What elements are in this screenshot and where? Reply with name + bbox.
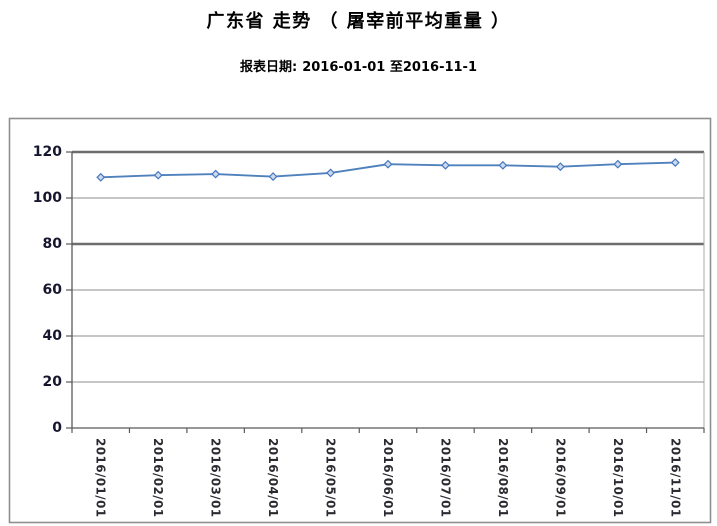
y-axis-tick-label: 100: [33, 190, 62, 206]
chart-title: 广东省 走势 （ 屠宰前平均重量 ）: [206, 11, 511, 32]
data-point-marker: [613, 159, 623, 169]
data-point-marker: [383, 159, 393, 169]
data-point-marker: [555, 162, 565, 172]
x-axis-label: 2016/06/01: [381, 438, 395, 518]
data-point-marker: [498, 160, 508, 170]
data-point-marker: [326, 168, 335, 178]
x-axis-label: 2016/08/01: [496, 438, 510, 518]
data-point-marker: [153, 170, 163, 180]
x-axis-label: 2016/05/01: [324, 438, 338, 518]
y-axis-tick-label: 0: [52, 420, 62, 436]
x-axis-label: 2016/10/01: [611, 438, 625, 518]
data-point-marker: [268, 172, 278, 182]
x-axis-label: 2016/07/01: [438, 438, 452, 518]
y-axis-tick-label: 40: [43, 328, 63, 344]
y-axis-tick-label: 80: [43, 236, 63, 252]
report-date-range: 2016-01-01 至2016-11-1: [302, 60, 477, 75]
x-axis-label: 2016/11/01: [668, 438, 682, 518]
x-axis-label: 2016/09/01: [553, 438, 567, 518]
chart-border: [8, 117, 712, 524]
y-axis-tick-label: 60: [43, 282, 63, 298]
data-point-marker: [441, 160, 450, 170]
y-axis-tick-label: 20: [43, 374, 63, 390]
x-axis-label: 2016/02/01: [151, 438, 165, 518]
y-axis-tick-label: 120: [33, 144, 62, 160]
x-axis-label: 2016/04/01: [266, 438, 280, 518]
report-date-label: 报表日期:: [240, 60, 298, 75]
data-point-marker: [96, 172, 106, 182]
report-date: 报表日期: 2016-01-01 至2016-11-1: [0, 56, 717, 75]
x-axis-label: 2016/01/01: [94, 438, 108, 518]
x-axis-label: 2016/03/01: [209, 438, 223, 518]
data-point-marker: [211, 169, 221, 179]
data-point-marker: [670, 158, 680, 168]
